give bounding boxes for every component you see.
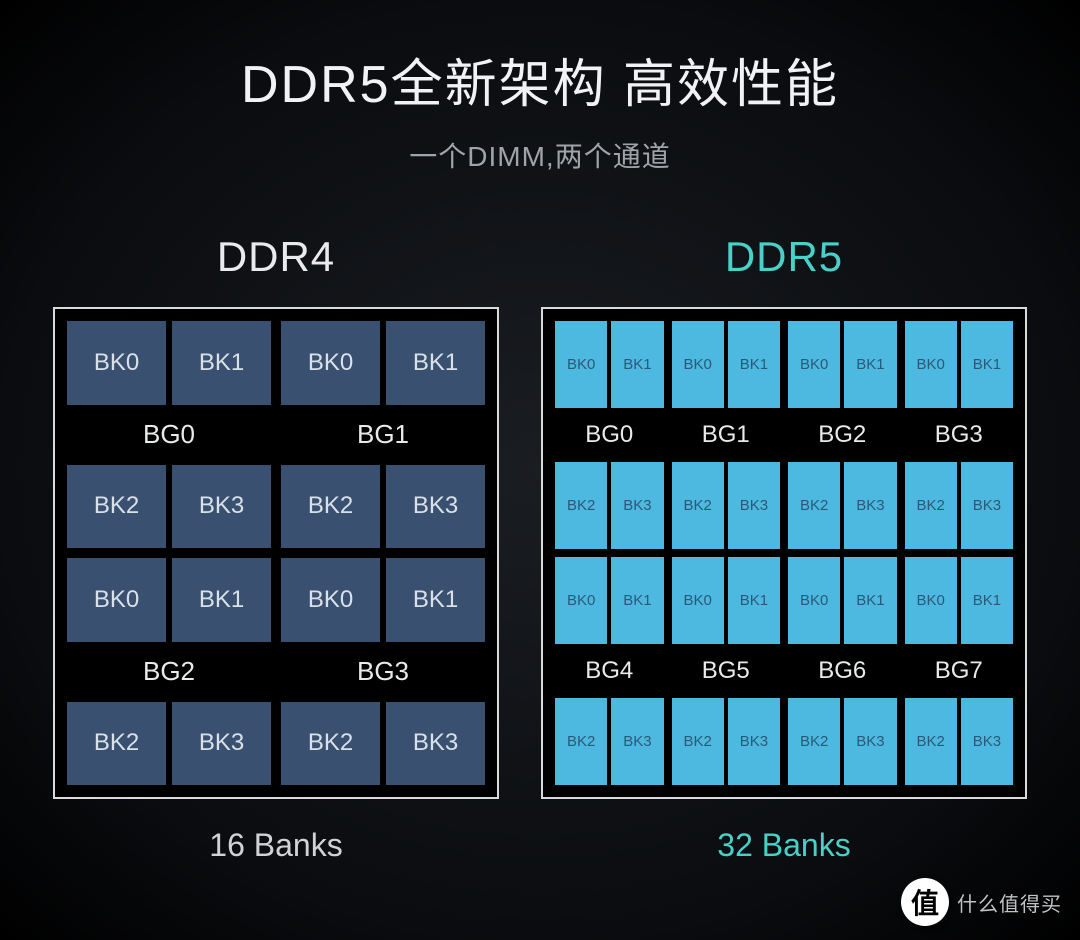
ddr5-bank: BK1 [611, 321, 663, 408]
ddr5-bg-label: BG0 [555, 412, 664, 458]
ddr5-bank: BK2 [555, 698, 607, 785]
ddr5-bg-label: BG3 [905, 412, 1014, 458]
ddr5-bank: BK3 [611, 462, 663, 549]
ddr5-bank: BK2 [905, 462, 957, 549]
ddr5-bank: BK3 [728, 462, 780, 549]
ddr5-bank: BK2 [788, 462, 840, 549]
ddr5-bank: BK3 [961, 698, 1013, 785]
ddr5-bank: BK2 [788, 698, 840, 785]
ddr4-bankgroup: BK0 BK1 BG3 BK2 BK3 [281, 558, 485, 785]
ddr4-caption: 16 Banks [209, 827, 342, 864]
ddr5-bankgroup: BK0 BK1 BG0 BK2 BK3 [555, 321, 664, 549]
ddr5-bankgroup: BK0 BK1 BG4 BK2 BK3 [555, 557, 664, 785]
ddr5-bank: BK1 [844, 557, 896, 644]
ddr4-bg-label: BG2 [67, 648, 271, 696]
ddr5-bank: BK2 [672, 462, 724, 549]
ddr4-bank: BK1 [172, 558, 271, 642]
ddr5-bank: BK0 [555, 321, 607, 408]
ddr4-bank: BK0 [67, 558, 166, 642]
ddr5-bg-label: BG2 [788, 412, 897, 458]
main-title: DDR5全新架构 高效性能 [0, 0, 1080, 117]
ddr5-caption: 32 Banks [717, 827, 850, 864]
ddr4-grid: BK0 BK1 BG0 BK2 BK3 BK0 BK1 BG1 BK2 BK3 … [67, 321, 485, 785]
ddr5-bank: BK3 [728, 698, 780, 785]
ddr4-bank: BK2 [281, 702, 380, 786]
ddr5-panel: DDR5 BK0 BK1 BG0 BK2 BK3 BK0 BK1 BG1 BK2… [541, 233, 1027, 864]
ddr5-bank: BK3 [611, 698, 663, 785]
ddr5-bg-label: BG4 [555, 648, 664, 694]
ddr4-bank: BK1 [386, 321, 485, 405]
ddr5-bank: BK1 [728, 321, 780, 408]
ddr5-bank: BK0 [788, 321, 840, 408]
ddr5-bank: BK1 [611, 557, 663, 644]
ddr5-bank: BK2 [672, 698, 724, 785]
ddr5-bank: BK3 [844, 698, 896, 785]
ddr4-bankgroup: BK0 BK1 BG0 BK2 BK3 [67, 321, 271, 548]
ddr4-bank: BK3 [172, 465, 271, 549]
ddr5-bank: BK1 [961, 321, 1013, 408]
watermark-badge-icon: 值 [901, 878, 949, 926]
ddr4-bg-label: BG0 [67, 411, 271, 459]
ddr5-bank: BK1 [728, 557, 780, 644]
ddr5-bank: BK3 [961, 462, 1013, 549]
ddr4-bank: BK2 [67, 702, 166, 786]
ddr5-bank: BK0 [788, 557, 840, 644]
ddr5-bank: BK3 [844, 462, 896, 549]
ddr5-bankgroup: BK0 BK1 BG3 BK2 BK3 [905, 321, 1014, 549]
ddr5-bg-label: BG7 [905, 648, 1014, 694]
ddr4-bank: BK3 [386, 702, 485, 786]
ddr5-bankgroup: BK0 BK1 BG5 BK2 BK3 [672, 557, 781, 785]
panels-row: DDR4 BK0 BK1 BG0 BK2 BK3 BK0 BK1 BG1 BK2… [0, 233, 1080, 864]
ddr4-box: BK0 BK1 BG0 BK2 BK3 BK0 BK1 BG1 BK2 BK3 … [53, 307, 499, 799]
ddr5-bg-label: BG5 [672, 648, 781, 694]
ddr5-bank: BK0 [905, 321, 957, 408]
ddr4-bank: BK2 [281, 465, 380, 549]
ddr5-bankgroup: BK0 BK1 BG2 BK2 BK3 [788, 321, 897, 549]
ddr4-bank: BK0 [281, 558, 380, 642]
ddr5-bankgroup: BK0 BK1 BG1 BK2 BK3 [672, 321, 781, 549]
ddr4-bank: BK0 [67, 321, 166, 405]
watermark-text: 什么值得买 [957, 888, 1062, 917]
ddr5-bg-label: BG6 [788, 648, 897, 694]
ddr4-bankgroup: BK0 BK1 BG2 BK2 BK3 [67, 558, 271, 785]
ddr4-bank: BK3 [172, 702, 271, 786]
ddr4-bg-label: BG3 [281, 648, 485, 696]
ddr5-bank: BK2 [905, 698, 957, 785]
ddr4-bank: BK2 [67, 465, 166, 549]
ddr5-bankgroup: BK0 BK1 BG6 BK2 BK3 [788, 557, 897, 785]
ddr4-bank: BK1 [172, 321, 271, 405]
ddr5-bankgroup: BK0 BK1 BG7 BK2 BK3 [905, 557, 1014, 785]
ddr5-bank: BK1 [844, 321, 896, 408]
ddr4-bank: BK1 [386, 558, 485, 642]
ddr4-title: DDR4 [217, 233, 335, 281]
ddr4-bank: BK0 [281, 321, 380, 405]
ddr5-bank: BK1 [961, 557, 1013, 644]
ddr4-panel: DDR4 BK0 BK1 BG0 BK2 BK3 BK0 BK1 BG1 BK2… [53, 233, 499, 864]
ddr5-bank: BK0 [555, 557, 607, 644]
ddr5-bg-label: BG1 [672, 412, 781, 458]
ddr5-title: DDR5 [725, 233, 843, 281]
ddr5-bank: BK0 [905, 557, 957, 644]
ddr4-bank: BK3 [386, 465, 485, 549]
ddr5-bank: BK0 [672, 321, 724, 408]
ddr5-bank: BK2 [555, 462, 607, 549]
ddr4-bg-label: BG1 [281, 411, 485, 459]
watermark: 值 什么值得买 [901, 878, 1062, 926]
ddr4-bankgroup: BK0 BK1 BG1 BK2 BK3 [281, 321, 485, 548]
ddr5-grid: BK0 BK1 BG0 BK2 BK3 BK0 BK1 BG1 BK2 BK3 … [555, 321, 1013, 785]
ddr5-bank: BK0 [672, 557, 724, 644]
ddr5-box: BK0 BK1 BG0 BK2 BK3 BK0 BK1 BG1 BK2 BK3 … [541, 307, 1027, 799]
subtitle: 一个DIMM,两个通道 [0, 135, 1080, 175]
